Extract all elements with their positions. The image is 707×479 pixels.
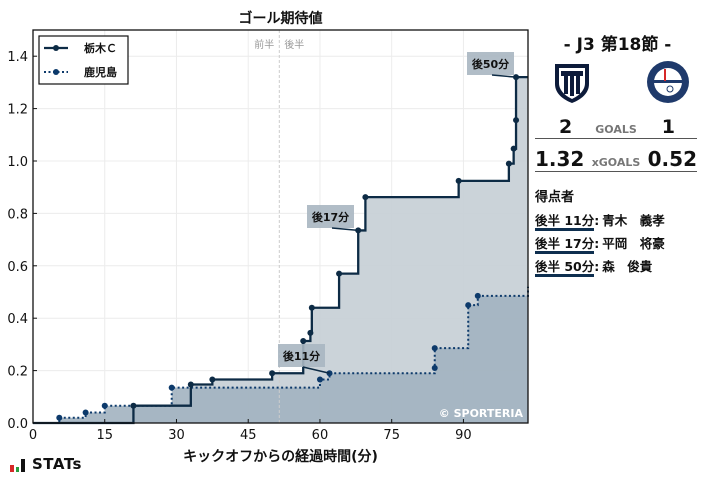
away-xg: 0.52 bbox=[647, 147, 697, 171]
scorer-name: 青木 義孝 bbox=[602, 213, 665, 228]
goals-row: 2 GOALS 1 bbox=[535, 116, 697, 139]
y-tick-label: 0.8 bbox=[7, 207, 28, 222]
away-point bbox=[168, 384, 175, 391]
away-point bbox=[474, 292, 481, 299]
scorer-time: 後半 11分 bbox=[535, 213, 595, 231]
xgoals-label: xGOALS bbox=[591, 156, 641, 169]
annotation-box bbox=[307, 205, 354, 228]
annotation-arrow bbox=[331, 227, 359, 232]
first-half-label: 前半 bbox=[254, 38, 274, 51]
away-point bbox=[431, 364, 438, 371]
y-tick-label: 0.6 bbox=[7, 260, 28, 275]
home-point bbox=[308, 304, 315, 311]
logo-bar-black-icon bbox=[21, 459, 25, 472]
home-goals: 2 bbox=[559, 116, 573, 138]
home-point bbox=[505, 160, 512, 167]
home-point bbox=[307, 329, 314, 336]
home-point bbox=[455, 177, 462, 184]
legend-home-marker-icon bbox=[53, 45, 59, 51]
away-point bbox=[82, 409, 89, 416]
annotation-arrow bbox=[302, 366, 330, 374]
home-point bbox=[209, 376, 216, 383]
x-tick-label: 0 bbox=[29, 428, 37, 443]
home-point bbox=[513, 117, 520, 124]
y-tick-label: 0.2 bbox=[7, 365, 28, 380]
x-tick-label: 75 bbox=[383, 428, 400, 443]
legend-home-label: 栃木Ｃ bbox=[84, 41, 117, 55]
x-axis-label: キックオフからの経過時間(分) bbox=[183, 449, 378, 465]
y-tick-label: 1.2 bbox=[7, 103, 28, 118]
home-point bbox=[187, 381, 194, 388]
scorer-time: 後半 17分 bbox=[535, 236, 595, 254]
annotation-box bbox=[278, 344, 325, 367]
x-tick-label: 15 bbox=[96, 428, 113, 443]
away-point bbox=[316, 376, 323, 383]
y-tick-label: 0.4 bbox=[7, 312, 28, 327]
goals-label: GOALS bbox=[595, 123, 637, 136]
legend-box bbox=[38, 35, 129, 85]
xgoals-row: 1.32 xGOALS 0.52 bbox=[535, 147, 697, 172]
round-label: - J3 第18節 - bbox=[563, 35, 672, 55]
brand-name: STATs bbox=[32, 455, 82, 473]
annotation-box bbox=[467, 52, 514, 75]
home-point bbox=[362, 194, 369, 201]
y-tick-label: 1.4 bbox=[7, 50, 28, 65]
annotation-arrow bbox=[491, 74, 517, 78]
x-tick-label: 90 bbox=[455, 428, 472, 443]
scorer-item: 後半 17分: 平岡 将豪 bbox=[535, 233, 665, 254]
legend-away-label: 鹿児島 bbox=[84, 65, 117, 79]
away-point bbox=[101, 402, 108, 409]
y-tick-label: 1.0 bbox=[7, 155, 28, 170]
y-tick-label: 0.0 bbox=[7, 417, 28, 432]
annotation-label: 後17分 bbox=[312, 210, 349, 224]
scorer-item: 後半 11分: 青木 義孝 bbox=[535, 210, 665, 231]
away-point bbox=[465, 302, 472, 309]
annotation-label: 後50分 bbox=[472, 57, 509, 71]
logo-bar-green-icon bbox=[16, 467, 19, 472]
scorers-title: 得点者 bbox=[535, 190, 575, 205]
x-tick-label: 60 bbox=[312, 428, 329, 443]
scorer-name: 森 俊貴 bbox=[602, 259, 653, 274]
away-point bbox=[431, 345, 438, 352]
home-point bbox=[336, 270, 343, 277]
plot-frame bbox=[32, 29, 529, 424]
chart-title: ゴール期待値 bbox=[238, 11, 323, 27]
kagoshima-united-crest-icon bbox=[647, 61, 689, 103]
away-area bbox=[33, 286, 528, 423]
scorer-item: 後半 50分: 森 俊貴 bbox=[535, 256, 653, 277]
annotation-label: 後11分 bbox=[283, 349, 320, 363]
home-point bbox=[130, 402, 137, 409]
home-point bbox=[510, 145, 517, 152]
home-area bbox=[33, 77, 528, 423]
away-point bbox=[56, 414, 63, 421]
home-xg: 1.32 bbox=[535, 147, 585, 171]
x-tick-label: 30 bbox=[168, 428, 185, 443]
home-line bbox=[33, 76, 528, 425]
scorer-time: 後半 50分 bbox=[535, 259, 595, 277]
away-goals: 1 bbox=[661, 116, 675, 138]
logo-bar-red-icon bbox=[10, 465, 14, 472]
watermark: © SPORTERIA bbox=[439, 407, 524, 420]
x-tick-label: 45 bbox=[240, 428, 257, 443]
scorer-name: 平岡 将豪 bbox=[602, 236, 665, 251]
tochigi-city-crest-icon bbox=[555, 64, 589, 103]
home-point bbox=[269, 370, 276, 377]
home-point bbox=[300, 337, 307, 344]
second-half-label: 後半 bbox=[284, 38, 304, 51]
stats-logo: STATs bbox=[10, 456, 82, 472]
legend-away-marker-icon bbox=[53, 69, 59, 75]
